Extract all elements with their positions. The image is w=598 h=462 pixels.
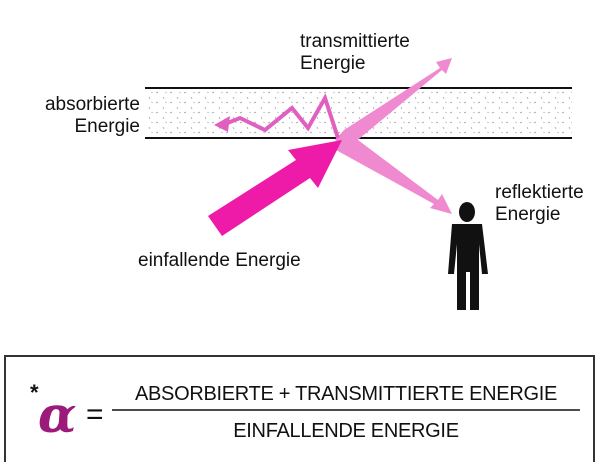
formula-box <box>4 355 595 462</box>
formula-asterisk: * <box>30 380 39 405</box>
reflected-label: reflektierte Energie <box>495 182 584 225</box>
absorbed-label: absorbierte Energie <box>45 94 140 137</box>
formula-symbol: α <box>38 385 76 444</box>
formula-equals: = <box>86 398 104 431</box>
formula-numerator: ABSORBIERTE + TRANSMITTIERTE ENERGIE <box>135 383 557 405</box>
transmitted-label: transmittierte Energie <box>300 31 410 74</box>
incident-label: einfallende Energie <box>138 250 301 271</box>
absorbed-arrow <box>224 93 340 139</box>
formula-denominator: EINFALLENDE ENERGIE <box>233 420 458 442</box>
incident-arrow <box>208 140 342 236</box>
person-icon <box>448 202 488 310</box>
reflected-arrow <box>336 134 452 214</box>
transmitted-arrow <box>335 58 452 148</box>
absorbed-arrow-head <box>214 116 230 132</box>
